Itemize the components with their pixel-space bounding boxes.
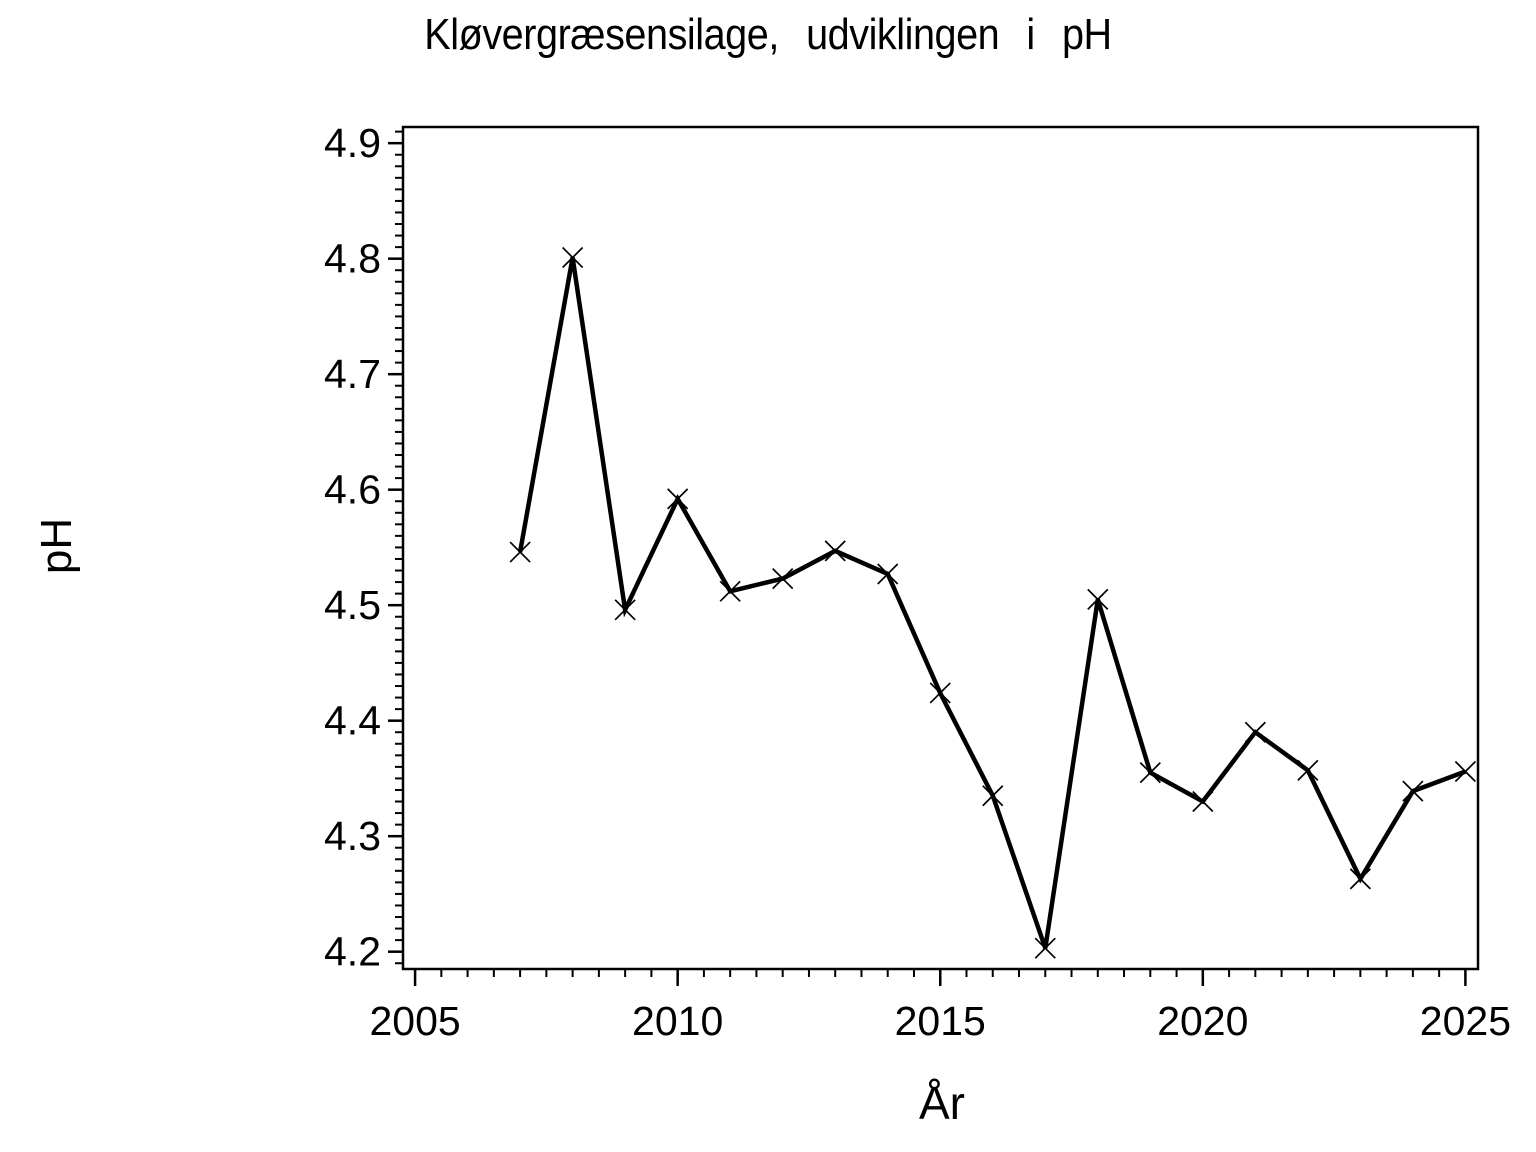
y-tick-label: 4.3 bbox=[324, 813, 381, 859]
y-tick-label: 4.4 bbox=[324, 698, 381, 744]
data-point-marker bbox=[1034, 937, 1056, 959]
chart-title: Kløvergræsensilage, udviklingen i pH bbox=[424, 10, 1112, 59]
y-tick-label: 4.7 bbox=[324, 351, 381, 397]
series-line bbox=[517, 257, 1467, 949]
data-point-marker bbox=[667, 488, 689, 510]
data-point-marker bbox=[982, 785, 1004, 807]
x-tick-label: 2020 bbox=[1157, 998, 1248, 1044]
data-point-marker bbox=[614, 599, 636, 621]
data-point-marker bbox=[1402, 780, 1424, 802]
data-point-marker bbox=[1297, 759, 1319, 781]
data-point-marker bbox=[509, 541, 531, 563]
data-point-marker bbox=[562, 246, 584, 269]
x-tick-label: 2015 bbox=[895, 998, 986, 1044]
data-point-marker bbox=[877, 563, 899, 585]
x-axis-title: År bbox=[919, 1077, 965, 1129]
plot-frame bbox=[401, 125, 1480, 971]
x-tick-label: 2025 bbox=[1420, 998, 1511, 1044]
y-tick-label: 4.6 bbox=[324, 467, 381, 513]
data-point-marker bbox=[1087, 588, 1109, 610]
data-point-marker bbox=[1349, 868, 1371, 890]
data-point-marker bbox=[719, 580, 741, 602]
data-point-marker bbox=[824, 540, 846, 562]
data-point-marker bbox=[1192, 790, 1214, 813]
x-tick-label: 2005 bbox=[369, 998, 460, 1044]
data-point-marker bbox=[929, 682, 951, 704]
data-point-marker bbox=[1139, 762, 1161, 784]
y-tick-label: 4.2 bbox=[324, 929, 381, 975]
data-point-marker bbox=[772, 568, 794, 590]
y-tick-label: 4.9 bbox=[324, 120, 381, 166]
data-point-marker bbox=[1454, 760, 1476, 783]
y-tick-label: 4.8 bbox=[324, 236, 381, 282]
x-tick-label: 2010 bbox=[632, 998, 723, 1044]
data-point-marker bbox=[1244, 721, 1266, 743]
y-tick-label: 4.5 bbox=[324, 582, 381, 628]
